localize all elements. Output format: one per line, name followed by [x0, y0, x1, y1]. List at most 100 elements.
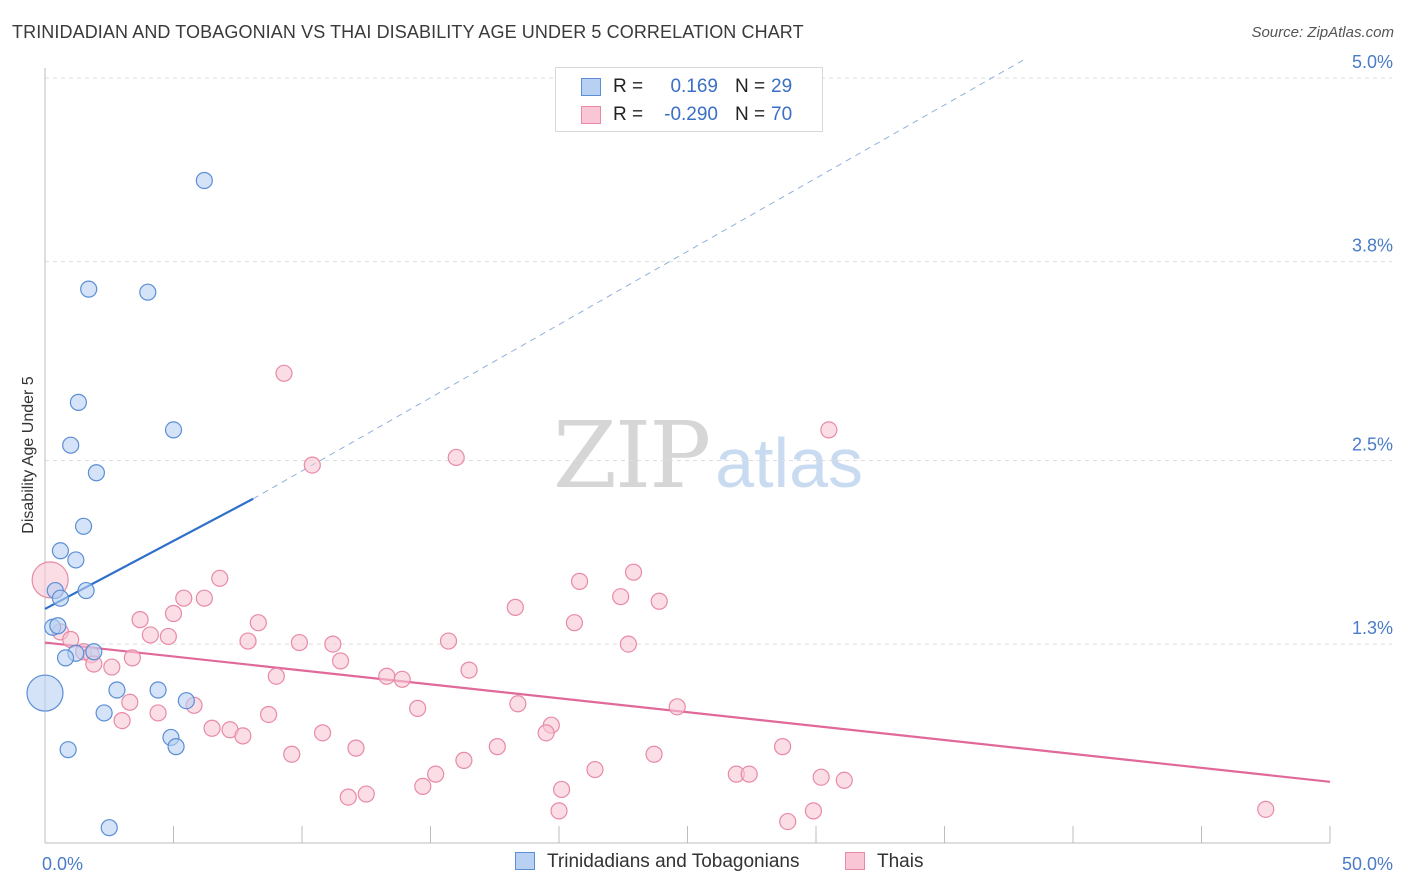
data-point-thais — [234, 727, 252, 745]
source-label: Source: ZipAtlas.com — [1251, 24, 1394, 41]
data-point-trinidadians — [87, 464, 106, 482]
y-tick-label: 3.8% — [1352, 236, 1393, 256]
data-point-thais — [506, 598, 524, 616]
data-point-thais — [103, 658, 121, 676]
data-point-trinidadians — [67, 551, 85, 569]
data-point-thais — [195, 589, 213, 607]
x-tick-label: 50.0% — [1342, 854, 1393, 874]
data-point-thais — [650, 592, 668, 610]
legend-r-value: 0.169 — [670, 76, 718, 97]
data-point-thais — [164, 604, 183, 623]
watermark: ZIPatlas — [553, 402, 863, 509]
data-point-thais — [249, 614, 267, 632]
data-point-trinidadians — [177, 692, 195, 710]
data-point-thais — [357, 785, 375, 803]
data-point-thais — [324, 635, 342, 653]
legend-row-thais: R = -0.290 N = 70 — [556, 101, 822, 129]
data-point-thais — [347, 739, 365, 757]
data-point-trinidadians — [51, 589, 70, 607]
data-point-thais — [537, 724, 555, 742]
legend-r-value: -0.290 — [664, 104, 718, 125]
y-tick-label: 2.5% — [1352, 435, 1393, 455]
bottom-legend-label: Trinidadians and Tobagonians — [547, 851, 800, 872]
legend-row-trinidadians: R = 0.169 N = 29 — [556, 73, 822, 101]
data-point-thais — [393, 670, 411, 688]
data-point-thais — [175, 589, 193, 607]
bottom-legend-trinidadians: Trinidadians and Tobagonians — [515, 851, 799, 873]
chart-title: TRINIDADIAN AND TOBAGONIAN VS THAI DISAB… — [12, 22, 804, 42]
trend-lines — [44, 57, 1331, 783]
data-point-thais — [835, 771, 853, 789]
data-point-thais — [149, 704, 167, 722]
data-point-thais — [259, 705, 278, 724]
data-point-thais — [203, 719, 221, 737]
data-point-thais — [409, 699, 427, 717]
y-tick-label: 5.0% — [1352, 52, 1393, 72]
data-point-thais — [550, 802, 568, 820]
data-point-thais — [773, 738, 792, 756]
bottom-legend-label: Thais — [877, 851, 924, 872]
data-point-thais — [339, 788, 357, 806]
data-point-thais — [624, 563, 643, 581]
data-point-thais — [159, 627, 177, 646]
data-point-trinidadians — [139, 283, 157, 301]
data-point-trinidadians — [56, 649, 75, 667]
data-point-trinidadians — [77, 581, 95, 600]
data-point-thais — [509, 695, 527, 713]
legend-n-label: N = — [735, 76, 766, 97]
data-point-thais — [612, 588, 630, 606]
bottom-legend-swatch-blue — [515, 852, 535, 870]
data-point-thais — [812, 768, 830, 786]
legend-n-label: N = — [735, 104, 766, 125]
data-point-thais — [331, 652, 350, 670]
data-point-thais — [570, 572, 589, 590]
data-point-thais — [303, 456, 321, 474]
data-point-trinidadians — [59, 741, 77, 759]
data-point-trinidadians — [149, 681, 167, 699]
grid-lines — [45, 77, 1392, 645]
tick-labels: 1.3% 2.5% 3.8% 5.0% 0.0% 50.0% — [42, 52, 1393, 874]
data-point-thais — [552, 780, 571, 799]
data-point-thais — [645, 745, 663, 763]
data-point-trinidadians — [80, 280, 98, 298]
data-point-thais — [488, 738, 506, 756]
data-point-thais — [586, 760, 604, 779]
series-trinidadians-points — [26, 171, 213, 837]
data-point-thais — [141, 626, 159, 644]
y-tick-label: 1.3% — [1352, 618, 1393, 638]
data-point-thais — [275, 364, 293, 382]
data-point-trinidadians — [85, 643, 103, 661]
data-point-trinidadians — [51, 542, 70, 560]
data-point-trinidadians — [26, 674, 64, 712]
data-point-trinidadians — [95, 704, 113, 722]
legend-n-value: 70 — [771, 104, 793, 125]
watermark-atlas: atlas — [715, 424, 864, 502]
series-thais-points — [31, 364, 1275, 831]
data-point-trinidadians — [167, 738, 185, 756]
data-point-thais — [619, 635, 637, 653]
bottom-legend-swatch-pink — [845, 852, 865, 870]
legend-r-label: R = — [613, 76, 644, 97]
trend-line-trinidadians-extension — [252, 57, 1027, 500]
data-point-thais — [290, 633, 309, 652]
correlation-legend: R = 0.169 N = 29 R = -0.290 N = 70 — [555, 67, 823, 132]
data-point-thais — [447, 448, 465, 467]
data-point-thais — [427, 765, 445, 783]
data-point-thais — [378, 667, 396, 685]
data-point-thais — [131, 611, 149, 629]
data-point-trinidadians — [164, 421, 183, 439]
data-point-thais — [439, 632, 458, 650]
data-point-thais — [283, 745, 301, 763]
data-point-thais — [313, 724, 332, 742]
data-point-thais — [565, 614, 584, 632]
data-point-thais — [113, 711, 131, 730]
data-point-thais — [239, 632, 257, 650]
data-point-thais — [804, 802, 823, 820]
data-point-trinidadians — [62, 436, 80, 454]
data-point-thais — [740, 765, 758, 783]
data-point-thais — [668, 698, 686, 716]
data-point-thais — [1257, 800, 1275, 818]
data-point-thais — [820, 421, 838, 439]
data-point-thais — [211, 569, 229, 587]
